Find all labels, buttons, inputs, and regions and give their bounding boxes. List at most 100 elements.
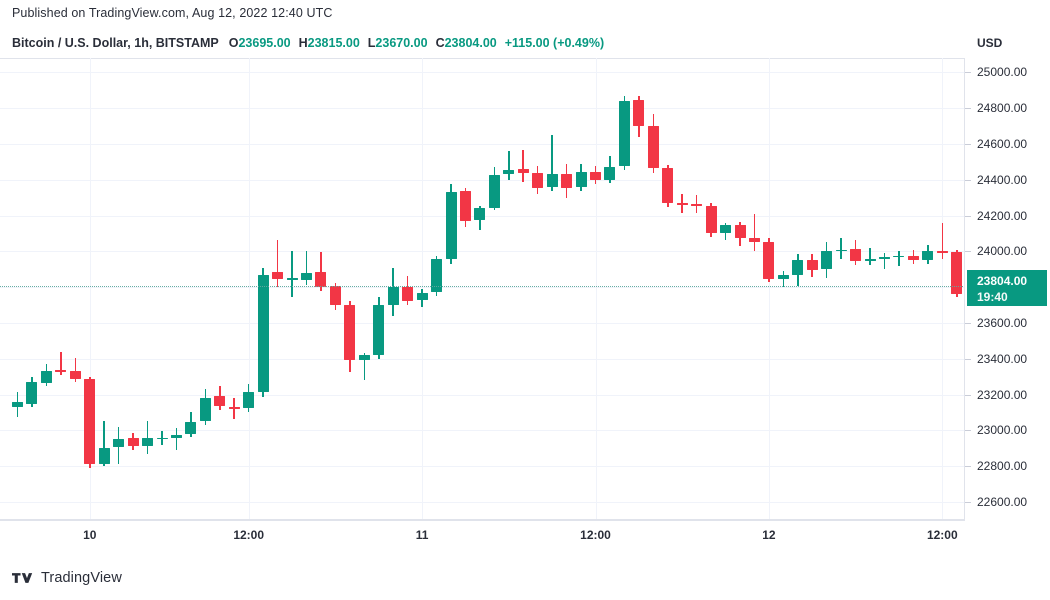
candle-body [84, 379, 96, 465]
candle-body [676, 203, 688, 205]
candle-wick [753, 213, 756, 252]
candle-wick [883, 253, 886, 270]
price-tick [965, 72, 971, 74]
candle-body [431, 259, 443, 292]
candle-body [69, 371, 81, 379]
candle-body [474, 208, 486, 221]
candle-body [113, 438, 125, 448]
chart-plot-area[interactable] [0, 58, 992, 520]
candle-body [26, 382, 38, 404]
legend-open-value: 23695.00 [238, 36, 291, 50]
candle-body [647, 126, 659, 169]
candle-body [936, 251, 948, 254]
time-axis[interactable]: 10 12:00 11 12:00 12 12:00 [0, 520, 1050, 556]
time-axis-label: 12:00 [926, 528, 958, 542]
gridline-horizontal [0, 179, 965, 181]
price-axis-label: 22600.00 [977, 495, 1028, 510]
candle-wick [522, 150, 525, 182]
legend-open-label: O [228, 36, 239, 50]
candle-wick [305, 251, 308, 285]
current-price-value: 23804.00 [977, 274, 1028, 289]
price-axis-label: 24000.00 [977, 244, 1028, 259]
gridline-horizontal [0, 358, 965, 360]
time-axis-label: 10 [83, 528, 97, 542]
legend-high-label: H [298, 36, 308, 50]
price-axis-unit: USD [977, 36, 1003, 50]
price-axis-label: 24400.00 [977, 172, 1028, 187]
footer: TradingView [12, 570, 122, 586]
candle-body [850, 248, 862, 262]
plot-top-border [0, 58, 965, 59]
candle-body [691, 203, 703, 206]
price-tick [965, 394, 971, 396]
candle-body [301, 272, 312, 281]
candle-body [590, 171, 601, 180]
candlestick-series [0, 58, 992, 520]
plot-right-border [964, 58, 965, 520]
candle-wick [840, 237, 842, 260]
gridline-vertical [248, 58, 250, 520]
price-axis-label: 25000.00 [977, 65, 1028, 80]
price-axis-label: 24600.00 [977, 136, 1028, 151]
candle-body [98, 448, 110, 464]
legend-close-label: C [435, 36, 445, 50]
price-tick [965, 143, 971, 145]
candle-wick [869, 247, 871, 265]
current-price-badge: 23804.00 19:40 [967, 270, 1047, 307]
candle-wick [363, 353, 366, 381]
time-axis-label: 12:00 [233, 528, 265, 542]
candle-body [243, 391, 255, 409]
candle-wick [508, 151, 510, 180]
plot-bottom-border [0, 519, 965, 520]
price-tick [965, 179, 971, 181]
candle-body [257, 274, 269, 392]
gridline-vertical [768, 58, 770, 520]
gridline-horizontal [0, 502, 965, 504]
price-axis[interactable]: USD 23804.00 19:40 25000.00 24800.00 24600… [965, 36, 1050, 520]
candle-wick [782, 271, 785, 288]
price-axis-label: 24800.00 [977, 101, 1028, 116]
candle-body [445, 192, 457, 259]
candle-body [373, 305, 385, 356]
candle-body [315, 271, 327, 288]
candle-body [344, 305, 356, 360]
gridline-horizontal [0, 108, 965, 110]
time-axis-border [0, 520, 965, 521]
candle-body [286, 278, 298, 280]
candle-body [734, 225, 746, 238]
gridline-vertical [89, 58, 91, 520]
legend-low-label: L [367, 36, 376, 50]
candle-wick [74, 357, 77, 383]
candle-body [806, 260, 818, 271]
price-tick [965, 466, 971, 468]
candle-body [922, 251, 934, 261]
candle-body [12, 401, 23, 408]
candle-body [893, 255, 905, 258]
chart-legend: Bitcoin / U.S. Dollar, 1h, BITSTAMP O2369… [12, 36, 604, 50]
price-axis-label: 23000.00 [977, 423, 1028, 438]
candle-body [777, 274, 789, 280]
legend-symbol[interactable]: Bitcoin / U.S. Dollar, 1h, BITSTAMP [12, 36, 219, 50]
candle-wick [146, 420, 149, 454]
candle-body [459, 191, 471, 221]
candle-body [951, 252, 963, 295]
candle-body [546, 174, 558, 187]
candle-wick [898, 250, 900, 266]
candle-body [633, 100, 645, 127]
candle-body [792, 260, 804, 275]
candle-body [604, 167, 616, 180]
gridline-horizontal [0, 466, 965, 468]
candle-body [575, 171, 587, 187]
candle-body [55, 369, 67, 373]
price-tick [965, 323, 971, 325]
price-axis-label: 22800.00 [977, 459, 1028, 474]
candle-body [720, 225, 732, 234]
legend-change: +115.00 (+0.49%) [504, 36, 605, 50]
gridline-horizontal [0, 251, 965, 253]
candle-wick [60, 351, 62, 375]
footer-brand: TradingView [41, 570, 122, 586]
gridline-vertical [942, 58, 944, 520]
candle-body [402, 287, 414, 301]
legend-high-value: 23815.00 [307, 36, 360, 50]
